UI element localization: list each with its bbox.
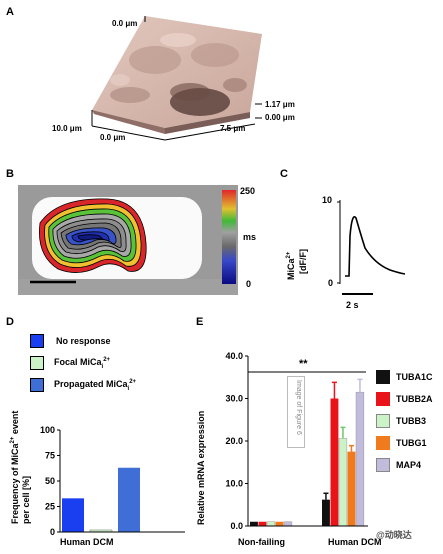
- gene-legend-swatch: [376, 392, 390, 406]
- trace-y-top-tick: 10: [322, 195, 333, 205]
- panel-label-b: B: [6, 168, 14, 180]
- chart-e-bar-map4: [283, 521, 293, 527]
- afm-z-bottom-label: 0.00 μm: [265, 113, 295, 122]
- calcium-activation-map: [18, 185, 238, 295]
- chart-e-y-tick-label: 40.0: [225, 351, 243, 361]
- chart-d-x-label: Human DCM: [60, 537, 114, 547]
- panel-label-a: A: [6, 6, 14, 18]
- legend-item-focal: Focal MiCai2+: [30, 352, 200, 374]
- chart-e-bar-map4: [355, 391, 365, 527]
- gene-legend-swatch: [376, 414, 390, 428]
- chart-d-bar-no-response: [62, 498, 84, 532]
- colorbar-min-label: 0: [246, 279, 252, 289]
- chart-e-y-tick-label: 20.0: [225, 436, 243, 446]
- response-legend: No response Focal MiCai2+ Propagated MiC…: [30, 330, 200, 396]
- chart-d-y-tick-label: 0: [50, 527, 55, 537]
- credit-watermark: @动晓达: [376, 530, 412, 540]
- gene-legend-label: TUBB3: [396, 416, 427, 426]
- chart-d: 0 25 50 75 100: [40, 425, 185, 537]
- chart-d-y-tick-label: 100: [40, 425, 55, 435]
- chart-e-bar-tubg1: [347, 451, 356, 526]
- chart-e-bar-tubb3: [266, 521, 276, 527]
- calcium-transient-trace: [337, 200, 406, 295]
- gene-legend-item-tubg1: TUBG1: [376, 432, 442, 454]
- gene-legend-item-tubb3: TUBB3: [376, 410, 442, 432]
- afm-x-right-label: 7.5 μm: [220, 124, 246, 133]
- chart-d-y-label: Frequency of MiCa2+ event per cell [%]: [10, 410, 31, 524]
- chart-e-bar-tuba1c: [322, 499, 330, 526]
- panel-label-d: D: [6, 316, 14, 328]
- gene-legend: TUBA1C TUBB2A TUBB3 TUBG1 MAP4: [376, 366, 442, 476]
- chart-e-bar-tuba1c: [250, 521, 258, 526]
- chart-e-x-label-nonfailing: Non-failing: [238, 537, 285, 547]
- afm-z-top-label: 1.17 μm: [265, 100, 295, 109]
- chart-e-bar-tubb2a: [330, 398, 339, 526]
- gene-legend-item-map4: MAP4: [376, 454, 442, 476]
- trace-scalebar-label: 2 s: [346, 300, 359, 310]
- trace-y-bottom-tick: 0: [328, 278, 334, 288]
- gene-legend-label: TUBB2A: [396, 394, 433, 404]
- chart-e-bar-tubg1: [275, 521, 284, 526]
- afm-x-origin-label: 0.0 μm: [100, 133, 126, 142]
- gene-legend-swatch: [376, 370, 390, 384]
- panel-label-c: C: [280, 168, 288, 180]
- legend-item-propagated: Propagated MiCai2+: [30, 374, 200, 396]
- chart-d-y-tick-label: 25: [45, 502, 55, 512]
- legend-item-no-response: No response: [30, 330, 200, 352]
- colorbar-unit-label: ms: [243, 232, 257, 242]
- chart-e-x-label-dcm: Human DCM: [328, 537, 382, 547]
- gene-legend-swatch: [376, 458, 390, 472]
- legend-swatch: [30, 378, 44, 392]
- colorbar-max-label: 250: [240, 186, 256, 196]
- chart-d-y-tick-label: 75: [45, 451, 55, 461]
- gene-legend-label: TUBG1: [396, 438, 427, 448]
- chart-e-y-tick-label: 0.0: [230, 521, 243, 531]
- trace-y-unit: [dF/F]: [298, 249, 308, 274]
- chart-e: 0.0 10.0 20.0 30.0 40.0: [225, 351, 368, 531]
- panel-label-e: E: [196, 316, 204, 328]
- legend-swatch: [30, 334, 44, 348]
- afm-x-left-label: 10.0 μm: [52, 124, 82, 133]
- figure-watermark-box: Image of Figure 6: [287, 376, 305, 448]
- chart-d-y-tick-label: 50: [45, 476, 55, 486]
- legend-swatch: [30, 356, 44, 370]
- chart-d-bar-propagated-mica: [118, 467, 140, 532]
- chart-e-bar-tubb2a: [258, 521, 267, 526]
- chart-e-y-label: Relative mRNA expression: [196, 410, 206, 525]
- significance-marker: **: [299, 358, 308, 370]
- gene-legend-item-tuba1c: TUBA1C: [376, 366, 442, 388]
- gene-legend-label: MAP4: [396, 460, 422, 470]
- afm-surface-image: [91, 16, 262, 141]
- chart-e-bar-tubb3: [338, 438, 348, 527]
- afm-y-top-label: 0.0 μm: [112, 19, 138, 28]
- gene-legend-label: TUBA1C: [396, 372, 433, 382]
- chart-e-y-tick-label: 30.0: [225, 394, 243, 404]
- activation-colorbar: [222, 190, 236, 284]
- gene-legend-swatch: [376, 436, 390, 450]
- chart-e-y-tick-label: 10.0: [225, 479, 243, 489]
- gene-legend-item-tubb2a: TUBB2A: [376, 388, 442, 410]
